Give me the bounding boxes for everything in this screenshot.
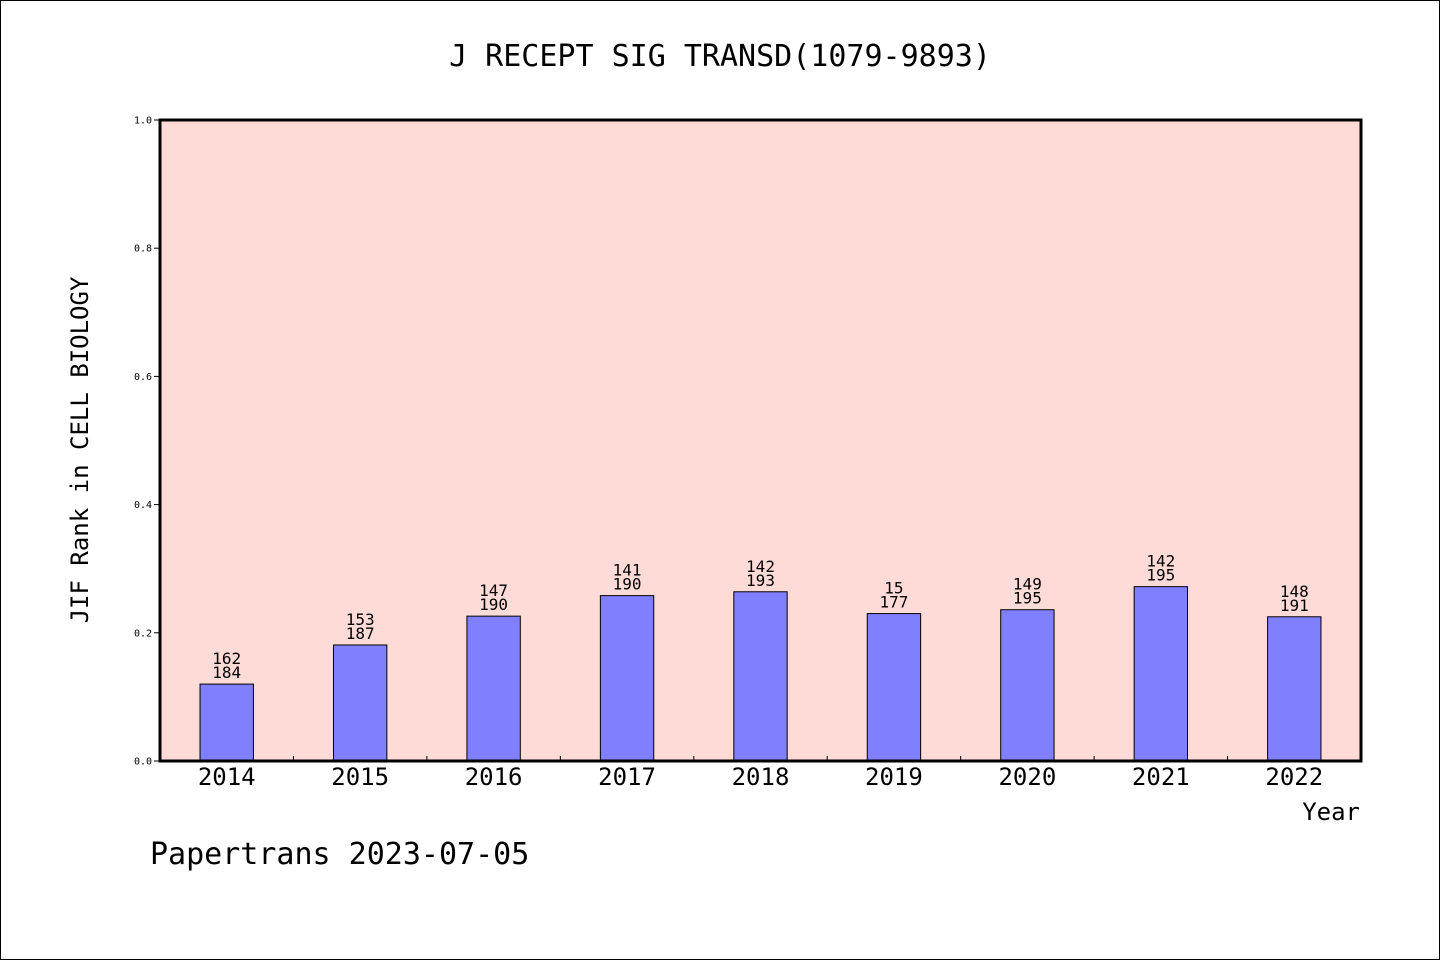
- x-tick-label: 2019: [865, 763, 923, 791]
- bar-rank-label: 149: [1013, 575, 1042, 594]
- y-axis: 0.0 0.2 0.4 0.6 0.8 1.0: [134, 116, 160, 768]
- x-tick-label: 2022: [1265, 763, 1323, 791]
- y-tick-label: 0.2: [134, 628, 152, 639]
- bar-total-label: 195: [1013, 589, 1042, 608]
- bar-2017: [599, 595, 655, 762]
- bar-rank-label: 162: [212, 649, 241, 668]
- x-tick-label: 2014: [198, 763, 256, 791]
- bar-2016: [466, 615, 521, 762]
- plot-border: [158, 118, 1363, 763]
- y-tick-label: 0.4: [134, 500, 152, 511]
- x-tick-label: 2015: [331, 763, 389, 791]
- y-tick-label: 0.8: [134, 244, 152, 255]
- x-axis-label: Year: [1302, 798, 1360, 826]
- bar-total-label: 177: [879, 593, 908, 612]
- bar-2015: [332, 644, 388, 762]
- x-tick-label: 2016: [465, 763, 523, 791]
- bar-2021: [1133, 586, 1189, 762]
- bar-total-label: 195: [1146, 566, 1175, 585]
- bar-2019: [866, 613, 922, 762]
- bar-rank-label: 141: [613, 561, 642, 580]
- bar-2018: [733, 591, 788, 762]
- y-tick-label: 0.0: [134, 757, 152, 768]
- bar-2022: [1267, 616, 1322, 762]
- bar-total-label: 190: [613, 575, 642, 594]
- bar-rank-label: 142: [1146, 552, 1175, 571]
- bar-rank-label: 142: [746, 557, 775, 576]
- chart-title: J RECEPT SIG TRANSD(1079-9893): [449, 39, 991, 74]
- bar-total-label: 184: [212, 663, 241, 682]
- x-tick-label: 2018: [732, 763, 790, 791]
- bar-rank-label: 15: [884, 579, 903, 598]
- y-axis-label: JIF Rank in CELL BIOLOGY: [66, 276, 94, 623]
- bar-rank-label: 153: [346, 610, 375, 629]
- y-tick-label: 0.6: [134, 372, 152, 383]
- x-axis: 2014 2015 2016 2017 2018 2019 2020 2021 2022: [198, 756, 1323, 791]
- bar-total-label: 187: [346, 624, 375, 643]
- bar-2014: [199, 683, 254, 762]
- footer-text: Papertrans 2023-07-05: [150, 837, 529, 872]
- bar-2020: [1000, 609, 1055, 762]
- bar-total-label: 191: [1280, 596, 1309, 615]
- bar-rank-label: 147: [479, 581, 508, 600]
- y-tick-label: 1.0: [134, 116, 152, 127]
- bar-total-label: 190: [479, 595, 508, 614]
- bar-total-label: 193: [746, 571, 775, 590]
- bar-rank-label: 148: [1280, 582, 1309, 601]
- x-tick-label: 2021: [1132, 763, 1190, 791]
- x-tick-label: 2017: [598, 763, 656, 791]
- x-tick-label: 2020: [998, 763, 1056, 791]
